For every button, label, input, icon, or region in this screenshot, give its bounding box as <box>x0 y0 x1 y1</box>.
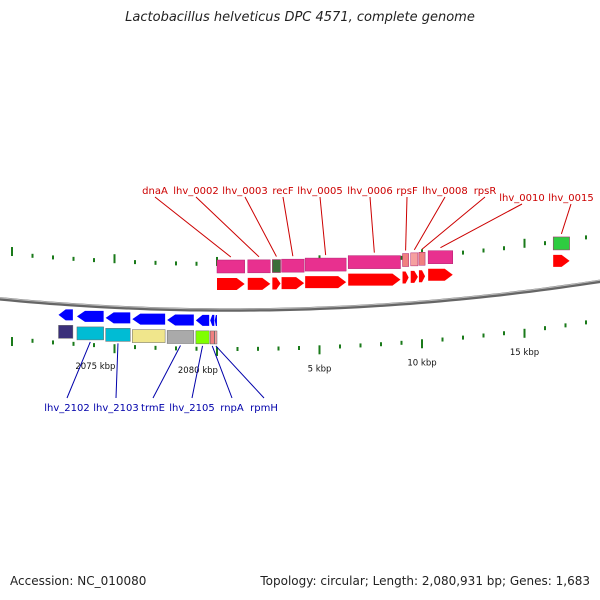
gene-arrow-reverse <box>214 314 217 326</box>
gene-arrow-forward <box>281 277 305 290</box>
gene-box-forward <box>272 259 281 273</box>
gene-arrow-forward <box>553 254 570 267</box>
gene-arrow-reverse <box>167 314 194 326</box>
scale-label: 10 kbp <box>407 358 436 368</box>
gene-box-forward <box>247 259 271 274</box>
gene-label-lhv_0015: lhv_0015 <box>548 193 593 204</box>
gene-arrow-forward <box>428 268 453 281</box>
gene-box-forward <box>216 259 245 274</box>
leader-line-reverse <box>215 345 265 399</box>
leader-line-forward <box>440 203 523 249</box>
gene-label-lhv_0008: lhv_0008 <box>422 186 467 197</box>
leader-line-reverse <box>211 345 233 399</box>
gene-box-reverse <box>58 325 74 339</box>
scale-label: 2075 kbp <box>75 362 115 372</box>
gene-label-rnpA: rnpA <box>220 403 244 414</box>
leader-line-forward <box>282 196 294 257</box>
gene-box-reverse <box>76 326 104 341</box>
leader-line-forward <box>560 203 572 235</box>
gene-label-lhv_0010: lhv_0010 <box>499 193 544 204</box>
gene-arrow-forward <box>247 277 271 290</box>
leader-line-forward <box>154 196 232 258</box>
gene-arrow-forward <box>272 277 281 290</box>
gene-label-lhv_0005: lhv_0005 <box>297 186 342 197</box>
leader-line-forward <box>405 196 408 251</box>
gene-box-forward <box>402 253 409 267</box>
leader-line-forward <box>413 196 446 251</box>
gene-box-forward <box>427 250 453 264</box>
gene-arrow-forward <box>305 276 347 289</box>
gene-arrow-forward <box>217 277 245 290</box>
gene-label-lhv_0006: lhv_0006 <box>347 186 392 197</box>
gene-label-dnaA: dnaA <box>142 186 168 197</box>
leader-line-forward <box>319 196 327 256</box>
gene-box-reverse <box>209 330 215 345</box>
leader-line-reverse <box>66 341 91 399</box>
gene-label-recF: recF <box>272 186 294 197</box>
gene-box-reverse <box>105 328 131 342</box>
topology-text: Topology: circular; Length: 2,080,931 bp… <box>260 574 590 588</box>
gene-arrow-forward <box>410 270 418 283</box>
gene-arrow-forward <box>402 271 409 284</box>
gene-arrow-reverse <box>105 312 131 324</box>
scale-label: 15 kbp <box>510 348 539 358</box>
gene-box-forward <box>410 252 419 267</box>
leader-line-reverse <box>191 345 204 399</box>
gene-box-forward <box>281 258 305 273</box>
gene-box-reverse <box>132 329 166 343</box>
gene-box-reverse <box>195 330 210 345</box>
backbone-highlight <box>0 279 600 310</box>
accession-text: Accession: NC_010080 <box>10 574 147 588</box>
leader-line-reverse <box>115 343 119 399</box>
gene-box-forward <box>304 257 347 272</box>
gene-box-forward <box>552 236 570 251</box>
gene-label-lhv_2103: lhv_2103 <box>93 403 138 414</box>
gene-arrow-forward <box>348 273 401 286</box>
gene-arrow-reverse <box>76 310 104 322</box>
leader-line-forward <box>369 196 375 253</box>
gene-arrow-reverse <box>58 309 73 321</box>
gene-label-trmE: trmE <box>141 403 165 414</box>
scale-label: 5 kbp <box>308 364 332 374</box>
gene-arrow-reverse <box>210 314 215 326</box>
gene-label-rpmH: rpmH <box>250 403 278 414</box>
gene-box-reverse <box>166 330 195 344</box>
gene-arrow-reverse <box>195 314 210 326</box>
gene-label-rpsR: rpsR <box>474 186 497 197</box>
backbone <box>0 279 600 312</box>
gene-label-lhv_0002: lhv_0002 <box>173 186 218 197</box>
gene-box-reverse <box>214 330 218 345</box>
gene-box-forward <box>418 252 426 266</box>
gene-label-rpsF: rpsF <box>396 186 418 197</box>
leader-line-reverse <box>152 345 181 399</box>
gene-box-forward <box>347 255 401 269</box>
gene-arrow-reverse <box>132 313 166 325</box>
gene-label-lhv_0003: lhv_0003 <box>222 186 267 197</box>
gene-label-lhv_2102: lhv_2102 <box>44 403 89 414</box>
leader-line-forward <box>421 196 486 250</box>
gene-arrow-forward <box>418 270 426 283</box>
leader-line-forward <box>195 196 260 258</box>
gene-label-lhv_2105: lhv_2105 <box>169 403 214 414</box>
leader-line-forward <box>244 196 277 257</box>
genome-title: Lactobacillus helveticus DPC 4571, compl… <box>125 10 475 25</box>
